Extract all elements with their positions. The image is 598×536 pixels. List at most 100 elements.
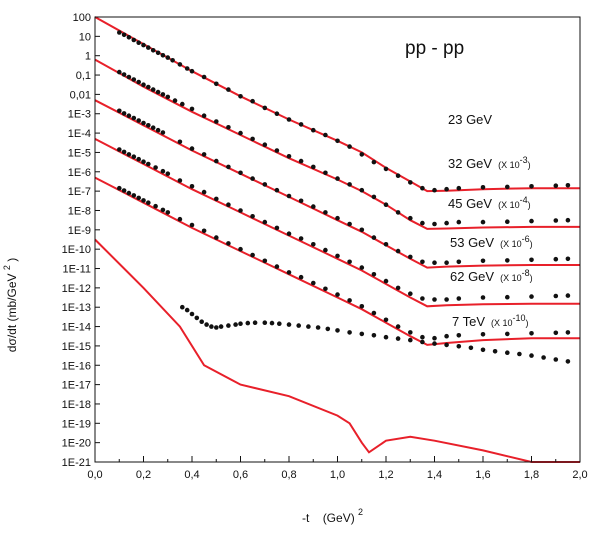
data-point [250, 252, 255, 258]
data-point [262, 182, 268, 187]
series-label-5: 7 TeV (X 10-10) [452, 313, 529, 329]
data-point [245, 320, 251, 326]
series-label-4: 62 GeV (X 10-8) [450, 268, 533, 284]
x-axis-title-unit-sup: 2 [358, 507, 363, 517]
data-point [335, 176, 340, 181]
data-point [553, 357, 559, 362]
data-point [126, 190, 132, 196]
data-point [165, 210, 171, 215]
y-tick-label: 1E-5 [68, 147, 91, 159]
y-tick-label: 1E-10 [62, 244, 91, 256]
y-tick-label: 100 [73, 12, 91, 24]
data-point [311, 204, 316, 209]
y-tick-label: 1E-15 [62, 341, 91, 353]
data-point [298, 236, 304, 241]
data-point [347, 330, 352, 335]
data-point [189, 106, 195, 112]
x-tick-label: 0,2 [136, 469, 151, 481]
data-point [383, 317, 389, 323]
data-point [160, 207, 166, 213]
data-point [121, 32, 127, 38]
data-point [117, 69, 122, 75]
data-point [238, 246, 243, 252]
data-point [395, 324, 401, 329]
data-point [160, 92, 166, 97]
data-point [153, 165, 158, 170]
data-point [529, 331, 534, 336]
data-point [269, 320, 275, 326]
y-tick-label: 1E-14 [62, 322, 91, 334]
data-point [323, 132, 328, 138]
data-point [252, 320, 258, 326]
data-point [286, 154, 292, 159]
series-label-0: 23 GeV [448, 112, 492, 127]
data-point [371, 194, 377, 200]
y-tick-label: 1E-7 [68, 186, 91, 198]
data-point [395, 336, 401, 341]
data-point [492, 349, 498, 354]
x-tick-label: 1,8 [524, 469, 539, 481]
data-point [184, 307, 190, 313]
data-point [432, 260, 437, 266]
series-label-1: 32 GeV (X 10-3) [448, 155, 531, 171]
data-point [444, 186, 449, 192]
data-point [141, 198, 146, 203]
data-point [277, 321, 282, 327]
data-point [136, 40, 141, 45]
data-point [189, 311, 195, 317]
data-point [250, 136, 255, 142]
data-point [408, 330, 413, 335]
y-tick-label: 1 [85, 51, 91, 63]
data-point [214, 158, 219, 164]
data-point [201, 189, 207, 195]
data-point [141, 120, 146, 126]
data-point [432, 341, 437, 346]
x-tick-label: 0,4 [184, 469, 199, 481]
data-point [136, 118, 141, 123]
data-point [347, 221, 352, 227]
data-point [347, 259, 352, 265]
data-point [480, 332, 486, 337]
data-point [311, 280, 316, 286]
data-point [480, 219, 486, 225]
plot-marks [94, 16, 580, 463]
data-point [432, 335, 437, 341]
data-point [180, 101, 185, 107]
data-point [553, 183, 559, 188]
data-point [505, 184, 510, 190]
data-point [444, 333, 449, 339]
y-tick-label: 0,1 [76, 70, 91, 82]
data-point [121, 72, 127, 77]
x-tick-label: 0,0 [87, 469, 102, 481]
y-tick-label: 1E-19 [62, 418, 91, 430]
data-point [121, 188, 127, 193]
data-point [274, 111, 280, 116]
data-point [505, 219, 510, 224]
x-tick-label: 1,2 [378, 469, 393, 481]
data-point [456, 185, 462, 191]
data-point [456, 333, 462, 338]
data-point [153, 203, 158, 209]
y-tick-label: 1E-20 [62, 438, 91, 450]
data-point [214, 196, 219, 202]
y-tick-label: 1E-11 [62, 264, 91, 276]
data-point [238, 94, 243, 99]
series-scale: (X 10 [500, 239, 522, 249]
data-point [468, 345, 474, 351]
data-point [146, 45, 151, 50]
y-axis-title-sup: 2 [2, 265, 12, 270]
data-point [201, 152, 207, 157]
series-scale-close: ) [530, 239, 533, 249]
data-point [359, 152, 365, 157]
data-point [444, 297, 449, 302]
data-point [226, 323, 231, 328]
data-point [529, 257, 534, 263]
data-point [383, 278, 389, 284]
data-point [238, 130, 243, 136]
data-point [505, 258, 510, 263]
data-point [136, 195, 141, 201]
data-point [420, 334, 425, 340]
series-scale-exp: -10 [513, 313, 526, 323]
